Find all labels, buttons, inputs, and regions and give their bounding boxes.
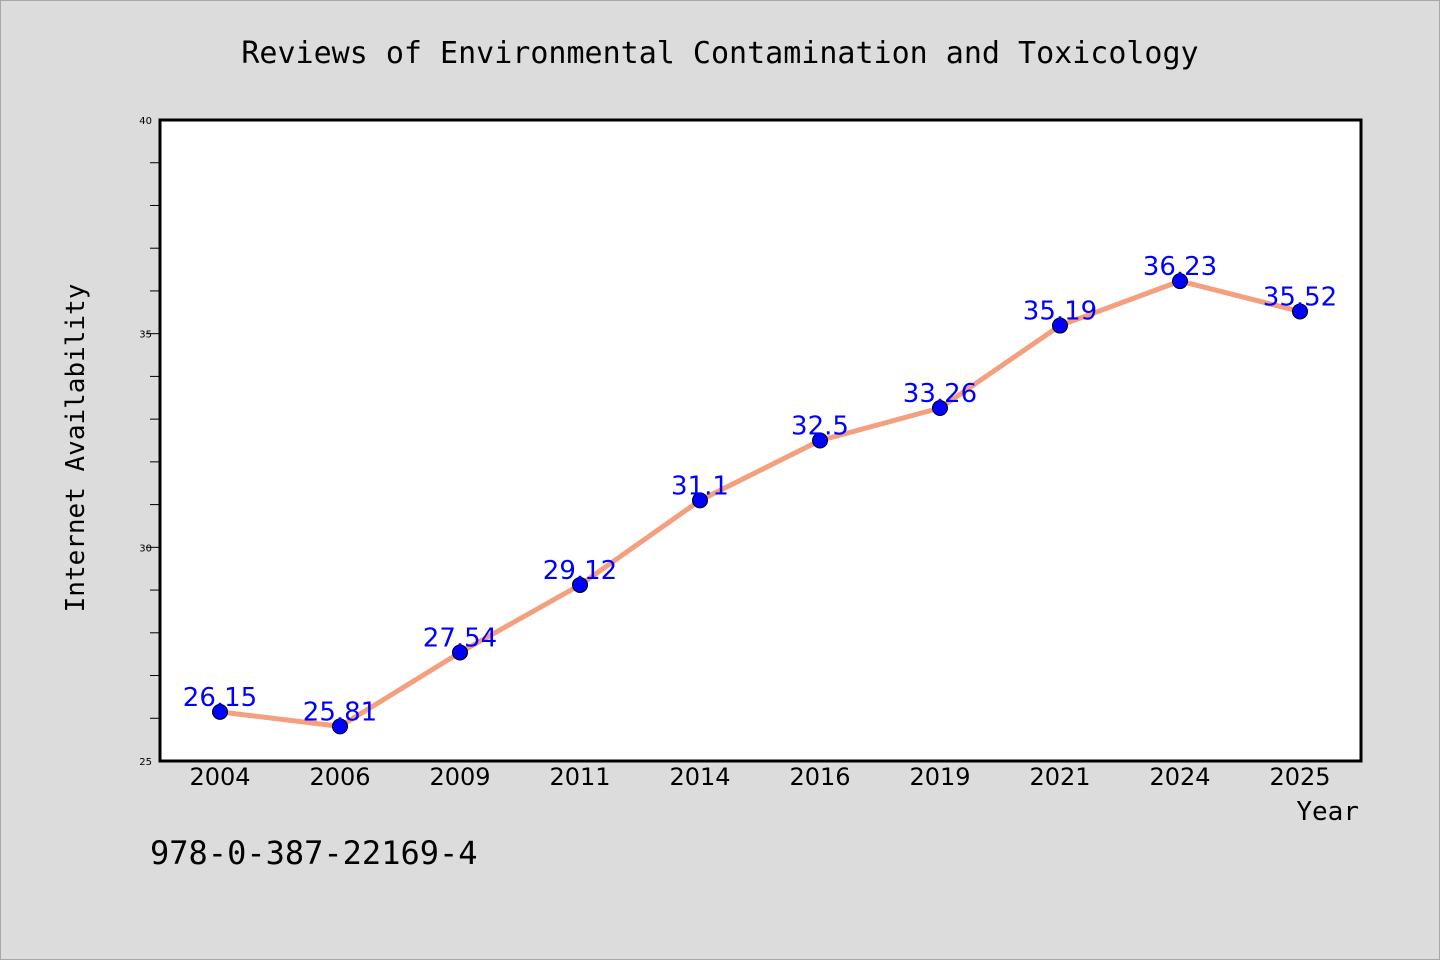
x-axis-tick-labels: 2004 2006 2009 2011 2014 2016 2019 2021 2024 2025 bbox=[189, 763, 1330, 791]
data-point-marker bbox=[212, 703, 228, 720]
x-tick-label: 2011 bbox=[549, 763, 610, 791]
x-tick-label: 2021 bbox=[1029, 763, 1090, 791]
y-axis-tick-labels: 25 30 35 40 bbox=[139, 116, 152, 768]
data-value-label: 36.23 bbox=[1143, 252, 1217, 282]
data-point-marker bbox=[572, 576, 588, 593]
x-tick-label: 2014 bbox=[669, 763, 730, 791]
data-point-marker bbox=[812, 432, 828, 449]
x-tick-label: 2025 bbox=[1269, 763, 1330, 791]
x-tick-label: 2016 bbox=[789, 763, 850, 791]
y-tick-label: 25 bbox=[139, 757, 152, 768]
data-point-marker bbox=[692, 492, 708, 509]
y-axis-minor-ticks bbox=[146, 162, 160, 719]
plot-area bbox=[158, 118, 1363, 763]
series-line bbox=[217, 278, 1303, 729]
data-point-marker bbox=[1172, 273, 1188, 290]
y-tick-label: 30 bbox=[139, 543, 152, 554]
x-axis-label: Year bbox=[1296, 797, 1359, 827]
footnote-isbn: 978-0-387-22169-4 bbox=[150, 834, 478, 872]
series-line-group bbox=[217, 278, 1303, 729]
data-value-label: 31.1 bbox=[671, 471, 729, 501]
data-value-label: 25.81 bbox=[303, 697, 377, 727]
x-tick-label: 2006 bbox=[309, 763, 370, 791]
data-value-label: 29.12 bbox=[543, 556, 617, 586]
data-point-marker bbox=[932, 400, 948, 417]
x-tick-label: 2004 bbox=[189, 763, 250, 791]
x-tick-label: 2019 bbox=[909, 763, 970, 791]
data-labels: 26.15 25.81 27.54 29.12 31.1 32.5 33.26 35.19 36… bbox=[183, 252, 1337, 727]
y-tick-label: 35 bbox=[139, 330, 152, 341]
data-point-marker bbox=[332, 718, 348, 735]
series-markers bbox=[212, 273, 1308, 735]
data-value-label: 33.26 bbox=[903, 379, 977, 409]
data-point-marker bbox=[452, 644, 468, 661]
data-value-label: 35.19 bbox=[1023, 297, 1097, 327]
data-value-label: 26.15 bbox=[183, 683, 257, 713]
data-value-label: 27.54 bbox=[423, 623, 497, 653]
y-axis-label: Internet Availability bbox=[61, 284, 91, 613]
y-tick-label: 40 bbox=[139, 116, 152, 127]
data-value-label: 35.52 bbox=[1263, 282, 1337, 312]
x-tick-label: 2009 bbox=[429, 763, 490, 791]
x-tick-label: 2024 bbox=[1149, 763, 1210, 791]
chart-title: Reviews of Environmental Contamination a… bbox=[241, 36, 1198, 71]
data-value-label: 32.5 bbox=[791, 412, 849, 442]
data-point-marker bbox=[1292, 303, 1308, 320]
data-point-marker bbox=[1052, 317, 1068, 334]
